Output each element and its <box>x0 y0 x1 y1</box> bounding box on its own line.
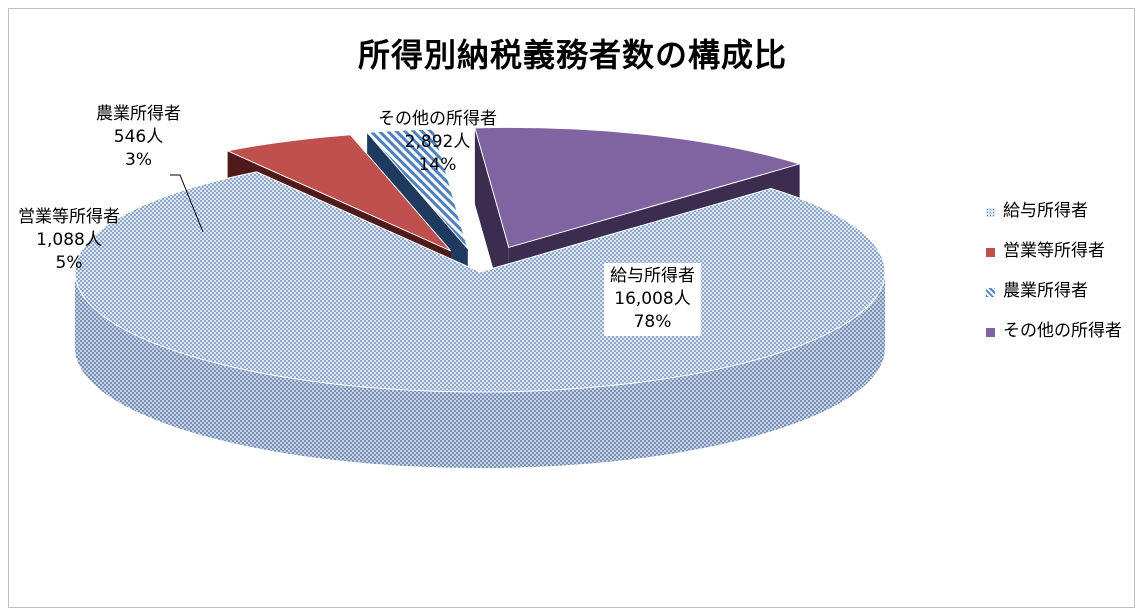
data-label-percent-label: 3% <box>125 150 152 170</box>
legend-item: 農業所得者 <box>983 280 1133 303</box>
legend-item: 営業等所得者 <box>983 240 1133 263</box>
legend-item: 給与所得者 <box>983 200 1133 223</box>
data-label-count-label: 1,088人 <box>36 230 102 250</box>
legend-label: 給与所得者 <box>1003 201 1088 221</box>
slice-top-3 <box>366 128 469 249</box>
slice-top-4 <box>474 126 802 249</box>
legend-swatch <box>986 208 995 217</box>
data-label-2: 営業等所得者 1,088人 5% <box>18 206 120 275</box>
data-label-count-label: 16,008人 <box>614 289 691 309</box>
data-label-name: 農業所得者 <box>96 104 181 124</box>
data-label-percent-label: 14% <box>418 155 457 175</box>
slice-top-2 <box>225 134 452 252</box>
data-label-3: 農業所得者 546人 3% <box>96 103 181 172</box>
data-label-4: その他の所得者 2,892人 14% <box>378 108 497 177</box>
legend-swatch <box>986 328 995 337</box>
legend-item: その他の所得者 <box>983 320 1133 343</box>
slice-top-1 <box>74 171 886 393</box>
slice-side-1 <box>75 272 885 468</box>
chart-title: 所得別納税義務者数の構成比 <box>357 36 787 74</box>
legend: 給与所得者営業等所得者 農業所得者その他の所得者 <box>983 200 1133 360</box>
data-label-percent-label: 78% <box>633 312 672 332</box>
legend-swatch <box>986 248 995 257</box>
data-label-name: 営業等所得者 <box>18 207 120 227</box>
leader-line <box>170 174 204 233</box>
data-label-name: その他の所得者 <box>378 109 497 129</box>
data-label-name: 給与所得者 <box>610 266 695 286</box>
legend-label: 営業等所得者 <box>1003 241 1105 261</box>
legend-swatch <box>986 288 995 297</box>
data-label-1: 給与所得者 16,008人 78% <box>604 263 701 336</box>
legend-label: その他の所得者 <box>1003 321 1122 341</box>
pie-slice-1 <box>74 171 886 468</box>
data-label-count-label: 2,892人 <box>404 132 471 152</box>
data-label-count-label: 546人 <box>113 127 164 147</box>
data-label-percent-label: 5% <box>55 253 83 273</box>
legend-label: 農業所得者 <box>1003 281 1088 301</box>
